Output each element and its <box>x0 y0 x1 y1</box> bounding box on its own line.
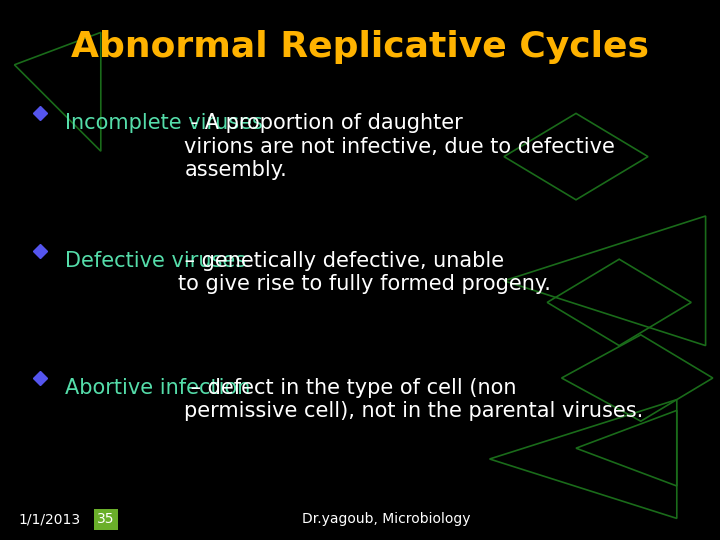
Text: Abnormal Replicative Cycles: Abnormal Replicative Cycles <box>71 30 649 64</box>
Text: Defective viruses: Defective viruses <box>65 251 246 271</box>
Text: 35: 35 <box>97 512 114 526</box>
Text: Dr.yagoub, Microbiology: Dr.yagoub, Microbiology <box>302 512 471 526</box>
Text: - A proportion of daughter
virions are not infective, due to defective
assembly.: - A proportion of daughter virions are n… <box>184 113 615 180</box>
Text: Abortive infection: Abortive infection <box>65 378 250 398</box>
Text: – defect in the type of cell (non
permissive cell), not in the parental viruses.: – defect in the type of cell (non permis… <box>184 378 644 421</box>
Text: Incomplete viruses: Incomplete viruses <box>65 113 263 133</box>
Text: 1/1/2013: 1/1/2013 <box>18 512 80 526</box>
Text: – genetically defective, unable
to give rise to fully formed progeny.: – genetically defective, unable to give … <box>178 251 551 294</box>
